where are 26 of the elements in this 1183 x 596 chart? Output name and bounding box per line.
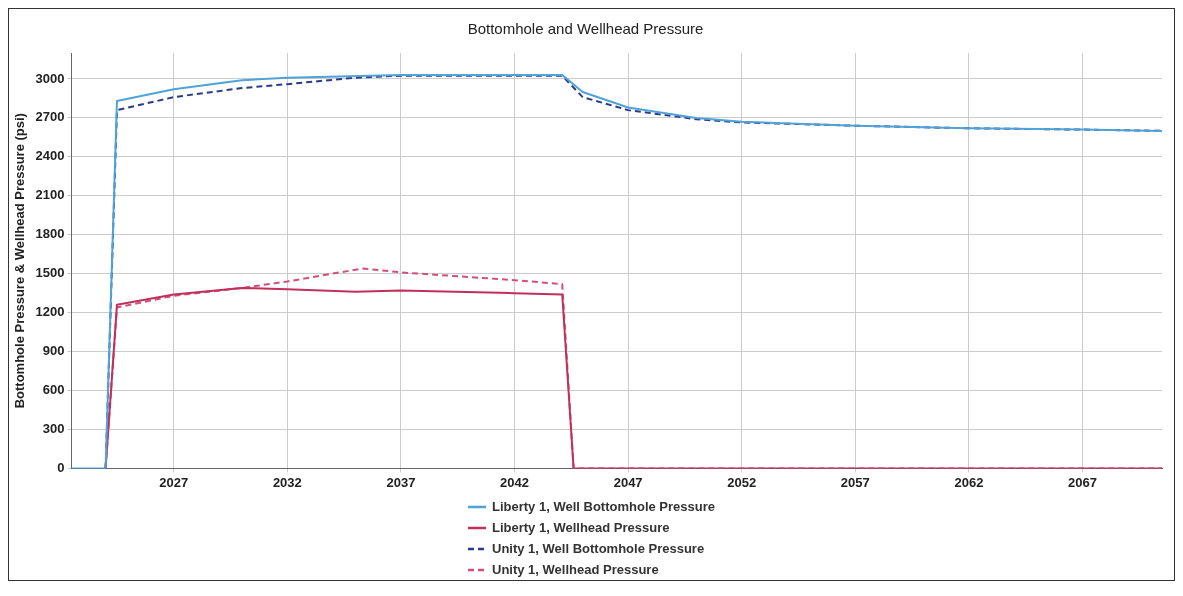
- y-tick-label: 300: [42, 421, 65, 437]
- y-tick-label: 0: [57, 459, 65, 475]
- y-tick-label: 2100: [35, 187, 65, 203]
- legend-label: Liberty 1, Wellhead Pressure: [492, 520, 670, 535]
- y-tick-label: 1200: [35, 304, 65, 320]
- legend-label: Unity 1, Well Bottomhole Pressure: [492, 541, 705, 556]
- x-tick-label: 2067: [1068, 474, 1097, 490]
- x-tick-label: 2037: [386, 474, 416, 490]
- legend-label: Unity 1, Wellhead Pressure: [492, 562, 659, 577]
- x-tick-label: 2032: [272, 474, 302, 490]
- x-tick-label: 2042: [500, 474, 529, 490]
- y-tick-label: 600: [42, 382, 65, 398]
- y-tick-label: 1500: [35, 265, 65, 281]
- y-tick-label: 2400: [35, 148, 65, 164]
- y-tick-label: 1800: [35, 226, 65, 242]
- x-tick-label: 2047: [613, 474, 643, 490]
- x-tick-label: 2062: [954, 474, 984, 490]
- y-axis-title: Bottomhole Pressure & Wellhead Pressure (psi): [12, 113, 28, 409]
- x-tick-label: 2057: [840, 474, 870, 490]
- legend-label: Liberty 1, Well Bottomhole Pressure: [492, 499, 715, 514]
- x-tick-label: 2052: [727, 474, 757, 490]
- y-tick-label: 2700: [35, 109, 65, 125]
- y-tick-label: 900: [42, 343, 65, 359]
- x-tick-label: 2027: [159, 474, 189, 490]
- y-tick-label: 3000: [35, 70, 65, 86]
- chart-title: Bottomhole and Wellhead Pressure: [467, 20, 704, 38]
